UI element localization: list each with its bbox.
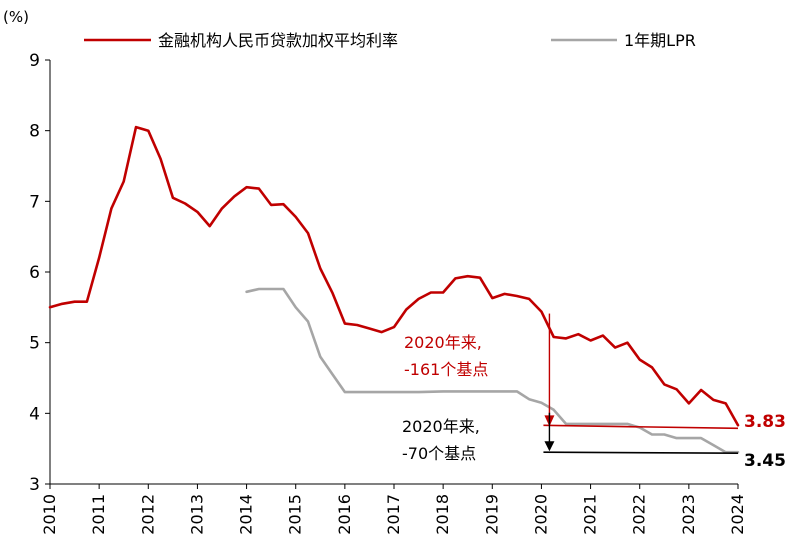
y-tick-label-5: 8 — [29, 122, 40, 142]
red-connector-line — [543, 424, 739, 430]
x-tick-label-3: 2013 — [187, 494, 206, 535]
end-label-black: 3.45 — [744, 451, 786, 471]
black-connector-line — [543, 451, 739, 455]
annotation-black-line1: 2020年来, — [402, 417, 480, 436]
annotation-red-line2: -161个基点 — [404, 360, 488, 379]
black-arrow-head — [544, 441, 555, 452]
series-line-lpr — [245, 287, 740, 454]
x-tick-label-13: 2023 — [679, 494, 698, 535]
x-tick-label-9: 2019 — [482, 494, 501, 535]
y-tick-label-0: 3 — [29, 475, 40, 495]
y-ticks: 3 4 5 6 7 8 9 — [29, 51, 50, 495]
legend: 金融机构人民币贷款加权平均利率 1年期LPR — [84, 31, 696, 50]
x-tick-label-11: 2021 — [581, 494, 600, 535]
x-tick-label-6: 2016 — [335, 494, 354, 535]
x-tick-label-14: 2024 — [728, 494, 747, 535]
x-tick-label-8: 2018 — [433, 494, 452, 535]
y-tick-label-2: 5 — [29, 334, 40, 354]
y-tick-label-1: 4 — [29, 404, 40, 424]
x-tick-label-4: 2014 — [237, 494, 256, 535]
annotation-black-line2: -70个基点 — [402, 444, 476, 463]
series-layer — [48, 125, 740, 454]
y-tick-label-3: 6 — [29, 263, 40, 283]
x-tick-label-0: 2010 — [40, 494, 59, 535]
end-label-red: 3.83 — [744, 412, 786, 432]
x-tick-label-10: 2020 — [531, 494, 550, 535]
axes — [49, 60, 738, 485]
y-tick-label-6: 9 — [29, 51, 40, 71]
y-tick-label-4: 7 — [29, 192, 40, 212]
legend-label-lpr: 1年期LPR — [624, 31, 696, 50]
annotations: 2020年来, -161个基点 2020年来, -70个基点 3.83 3.45 — [402, 313, 786, 471]
annotation-red-line1: 2020年来, — [404, 333, 482, 352]
x-tick-label-5: 2015 — [286, 494, 305, 535]
x-tick-label-1: 2011 — [89, 494, 108, 535]
series-line-loan-rate — [48, 125, 740, 427]
x-tick-label-2: 2012 — [138, 494, 157, 535]
y-unit-label: (%) — [3, 8, 29, 26]
x-tick-label-12: 2022 — [630, 494, 649, 535]
x-ticks: 2010 2011 2012 2013 2014 2015 2016 2017 2018 2019… — [40, 484, 747, 535]
legend-label-loan-rate: 金融机构人民币贷款加权平均利率 — [158, 31, 398, 50]
x-tick-label-7: 2017 — [384, 494, 403, 535]
